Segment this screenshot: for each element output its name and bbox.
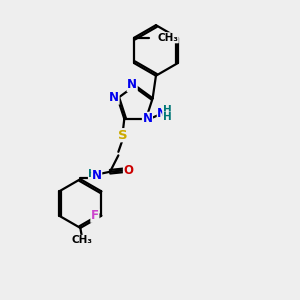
Text: H: H [163, 112, 172, 122]
Text: N: N [127, 78, 137, 92]
Text: N: N [109, 91, 119, 104]
Text: CH₃: CH₃ [157, 33, 178, 43]
Text: N: N [92, 169, 102, 182]
Text: N: N [142, 112, 152, 125]
Text: H: H [163, 105, 172, 115]
Text: F: F [91, 209, 99, 222]
Text: H: H [88, 169, 97, 179]
Text: CH₃: CH₃ [71, 236, 92, 245]
Text: O: O [124, 164, 134, 177]
Text: S: S [118, 129, 128, 142]
Text: N: N [157, 107, 167, 120]
